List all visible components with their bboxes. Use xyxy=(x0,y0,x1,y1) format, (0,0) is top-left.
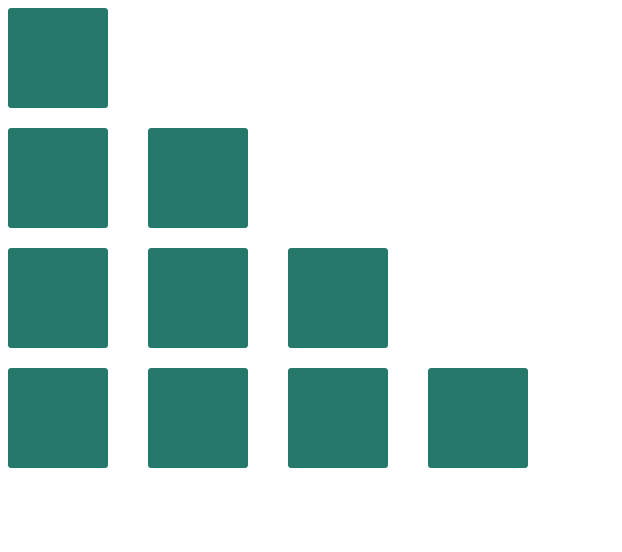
staircase-tile-grid xyxy=(8,8,528,468)
tile-row-4 xyxy=(8,368,528,468)
tile xyxy=(288,368,388,468)
tile xyxy=(148,368,248,468)
tile xyxy=(8,368,108,468)
tile-row-2 xyxy=(8,128,528,228)
tile-row-3 xyxy=(8,248,528,348)
tile-row-1 xyxy=(8,8,528,108)
tile xyxy=(288,248,388,348)
tile xyxy=(8,128,108,228)
tile xyxy=(428,368,528,468)
tile xyxy=(148,128,248,228)
tile xyxy=(148,248,248,348)
tile xyxy=(8,248,108,348)
tile xyxy=(8,8,108,108)
